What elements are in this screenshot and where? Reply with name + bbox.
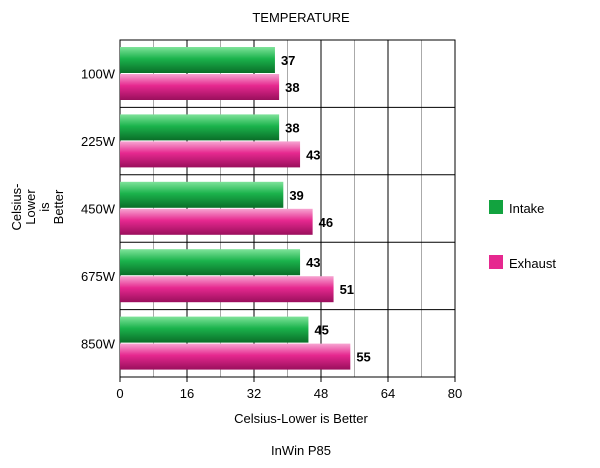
data-label: 55 — [356, 350, 370, 365]
legend: Intake Exhaust — [489, 200, 556, 271]
bar-exhaust-675w — [120, 276, 334, 303]
x-tick-label: 80 — [448, 386, 462, 401]
data-label: 39 — [289, 188, 303, 203]
y-axis-label-line: Better — [51, 189, 66, 224]
legend-swatch-exhaust — [489, 255, 503, 269]
chart-title: TEMPERATURE — [252, 10, 350, 25]
category-label: 100W — [81, 67, 116, 82]
bar-intake-225w — [120, 114, 280, 141]
category-label: 225W — [81, 134, 116, 149]
category-label: 850W — [81, 336, 116, 351]
data-label: 38 — [285, 80, 299, 95]
y-axis-label-line: is — [37, 202, 52, 212]
x-axis-label: Celsius-Lower is Better — [234, 411, 368, 426]
bar-intake-450w — [120, 181, 284, 208]
category-label: 450W — [81, 202, 116, 217]
data-label: 43 — [306, 255, 320, 270]
bar-exhaust-100w — [120, 74, 280, 100]
bar-exhaust-850w — [120, 343, 351, 370]
x-tick-label: 64 — [381, 386, 395, 401]
y-axis-label-line: Celsius- — [9, 184, 24, 231]
data-label: 38 — [285, 120, 299, 135]
footer-label: InWin P85 — [271, 443, 331, 458]
data-label: 43 — [306, 147, 320, 162]
plot-border — [119, 39, 456, 378]
y-axis-label: Celsius- Lower is Better — [9, 184, 66, 231]
data-label: 45 — [314, 323, 328, 338]
x-tick-label: 0 — [116, 386, 123, 401]
legend-swatch-intake — [489, 200, 503, 214]
bar-intake-675w — [120, 249, 301, 276]
x-tick-label: 48 — [314, 386, 328, 401]
x-tick-label: 16 — [180, 386, 194, 401]
bar-intake-850w — [120, 316, 309, 343]
plot-area: 37 38 100W 38 43 225W 39 46 450W 43 51 675W 45 55 850W… — [81, 39, 462, 401]
bar-exhaust-450w — [120, 208, 313, 235]
data-label: 51 — [340, 282, 354, 297]
legend-label-exhaust: Exhaust — [509, 256, 556, 271]
x-tick-label: 32 — [247, 386, 261, 401]
category-label: 675W — [81, 269, 116, 284]
bar-exhaust-225w — [120, 141, 301, 168]
legend-label-intake: Intake — [509, 201, 544, 216]
data-label: 37 — [281, 53, 295, 68]
y-axis-label-line: Lower — [23, 189, 38, 225]
data-label: 46 — [319, 215, 333, 230]
bar-intake-100w — [120, 47, 275, 73]
